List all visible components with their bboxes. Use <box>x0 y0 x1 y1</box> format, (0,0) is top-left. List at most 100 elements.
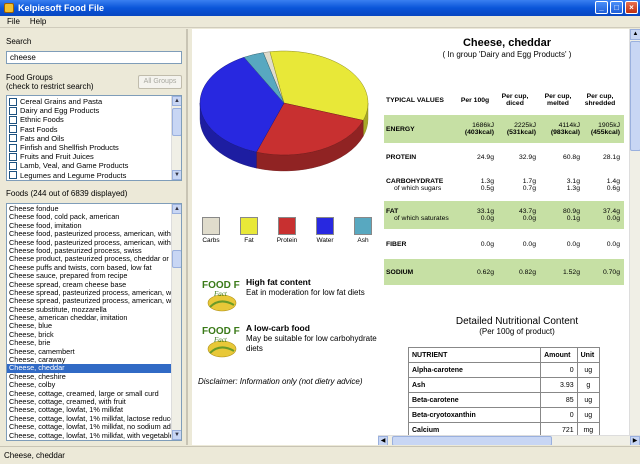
main-vertical-scrollbar[interactable]: ▲ <box>629 29 640 435</box>
food-group-item[interactable]: Legumes and Legume Products <box>7 171 181 180</box>
scroll-up-icon[interactable]: ▲ <box>172 204 181 214</box>
scroll-up-icon[interactable]: ▲ <box>630 29 640 40</box>
food-group-item[interactable]: Fruits and Fruit Juices <box>7 152 181 161</box>
food-list-item[interactable]: Cheese, blue <box>9 322 53 331</box>
foods-list[interactable]: Cheese fondue Cheese food, cold pack, ame… <box>6 203 182 441</box>
scroll-thumb[interactable] <box>172 250 181 268</box>
food-groups-list[interactable]: Cereal Grains and Pasta Dairy and Egg Pro… <box>6 95 182 181</box>
menu-file[interactable]: File <box>7 17 20 26</box>
food-groups-scrollbar[interactable]: ▲ ▼ <box>171 96 181 180</box>
food-group-label: Ethnic Foods <box>20 115 64 125</box>
window-title: Kelpiesoft Food File <box>18 3 105 13</box>
food-group-item[interactable]: Fats and Oils <box>7 134 181 143</box>
energy-row: ENERGY 1686kJ (403kcal) 2225kJ (531kcal) 4… <box>384 115 624 143</box>
scroll-thumb[interactable] <box>392 436 552 445</box>
checkbox[interactable] <box>9 134 17 143</box>
nutrient-row: Ash 3.93 g <box>407 377 601 393</box>
nutrient-name: Beta-cryotoxanthin <box>407 407 542 423</box>
protein-row: PROTEIN 24.9g 32.9g 60.8g 28.1g <box>386 153 620 161</box>
food-list-item[interactable]: Cheese, cheddar <box>7 364 173 373</box>
legend-item: Water <box>310 217 340 244</box>
minimize-button[interactable]: _ <box>595 1 608 14</box>
nutrient-header: NUTRIENT <box>407 347 542 363</box>
checkbox[interactable] <box>9 97 17 106</box>
status-bar: Cheese, cheddar <box>0 446 640 464</box>
food-list-item[interactable]: Cheese product, pasteurized process, che… <box>9 255 173 264</box>
checkbox[interactable] <box>9 106 17 115</box>
maximize-button[interactable]: □ <box>610 1 623 14</box>
food-list-item[interactable]: Cheese, brick <box>9 330 54 339</box>
food-list-item[interactable]: Cheese puffs and twists, corn based, low… <box>9 263 152 272</box>
food-list-item[interactable]: Cheese food, pasteurized process, americ… <box>9 238 173 247</box>
app-icon <box>4 3 14 13</box>
food-group-item[interactable]: Cereal Grains and Pasta <box>7 97 181 106</box>
scroll-up-icon[interactable]: ▲ <box>172 96 181 106</box>
search-input[interactable] <box>6 51 182 64</box>
typical-header: Per cup, melted <box>544 93 572 107</box>
food-list-item[interactable]: Cheese substitute, mozzarella <box>9 305 107 314</box>
food-list-item[interactable]: Cheese food, cold pack, american <box>9 213 120 222</box>
typical-header: Per cup, diced <box>501 93 529 107</box>
food-list-item[interactable]: Cheese, cottage, creamed, large or small… <box>9 389 159 398</box>
nutrient-table-header: NUTRIENT Amount Unit <box>407 347 601 363</box>
typical-header: TYPICAL VALUES <box>386 96 444 104</box>
scroll-down-icon[interactable]: ▼ <box>172 430 181 440</box>
food-list-item[interactable]: Cheese, cottage, lowfat, 1% milkfat, wit… <box>9 431 173 440</box>
food-group-label: Legumes and Legume Products <box>20 170 127 180</box>
nutrient-name: Alpha-carotene <box>407 362 542 378</box>
food-list-item[interactable]: Cheese food, imitation <box>9 221 82 230</box>
food-list-item[interactable]: Cheese spread, cream cheese base <box>9 280 127 289</box>
food-list-item[interactable]: Cheese, camembert <box>9 347 75 356</box>
food-fact-icon-label: FOOD Fact <box>202 280 240 291</box>
food-list-item[interactable]: Cheese, cottage, creamed, with fruit <box>9 397 126 406</box>
food-list-item[interactable]: Cheese, cottage, lowfat, 1% milkfat, no … <box>9 423 173 432</box>
food-list-item[interactable]: Cheese spread, pasteurized process, amer… <box>9 288 173 297</box>
food-list-item[interactable]: Cheese fondue <box>9 205 59 213</box>
menu-bar: File Help <box>0 16 640 28</box>
scroll-right-icon[interactable]: ▶ <box>630 436 640 445</box>
legend-label: Carbs <box>202 237 220 244</box>
food-list-item[interactable]: Cheese, cottage, lowfat, 1% milkfat <box>9 406 123 415</box>
legend-swatch <box>202 217 220 235</box>
food-group-label: Lamb, Veal, and Game Products <box>20 161 129 171</box>
checkbox[interactable] <box>9 161 17 170</box>
checkbox[interactable] <box>9 143 17 152</box>
checkbox[interactable] <box>9 125 17 134</box>
food-group-item[interactable]: Ethnic Foods <box>7 115 181 124</box>
checkbox[interactable] <box>9 115 17 124</box>
main-horizontal-scrollbar[interactable]: ◀ ▶ <box>378 435 640 445</box>
food-group-item[interactable]: Lamb, Veal, and Game Products <box>7 161 181 170</box>
food-group-item[interactable]: Fast Foods <box>7 125 181 134</box>
food-list-item[interactable]: Cheese food, pasteurized process, swiss <box>9 246 142 255</box>
legend-swatch <box>316 217 334 235</box>
svg-text:Fact: Fact <box>213 290 228 298</box>
food-list-item[interactable]: Cheese, brie <box>9 339 51 348</box>
food-list-item[interactable]: Cheese sauce, prepared from recipe <box>9 272 128 281</box>
main-pane: Carbs Fat Protein Water Ash FOOD Fact Fact H… <box>192 29 640 445</box>
nutrient-name: Ash <box>407 377 542 393</box>
menu-help[interactable]: Help <box>29 17 47 26</box>
scroll-thumb[interactable] <box>172 108 181 136</box>
food-list-item[interactable]: Cheese spread, pasteurized process, amer… <box>9 297 173 306</box>
fact-text: May be suitable for low carbohydrate die… <box>246 334 377 353</box>
food-list-item[interactable]: Cheese, american cheddar, imitation <box>9 314 128 323</box>
checkbox[interactable] <box>9 152 17 161</box>
food-group-label: Finfish and Shellfish Products <box>20 143 119 153</box>
nutrient-row: Alpha-carotene 0 ug <box>407 362 601 378</box>
food-list-item[interactable]: Cheese, caraway <box>9 356 66 365</box>
scroll-left-icon[interactable]: ◀ <box>378 436 388 445</box>
scroll-thumb[interactable] <box>630 41 640 151</box>
food-list-item[interactable]: Cheese, colby <box>9 381 56 390</box>
all-groups-button[interactable]: All Groups <box>138 75 182 89</box>
food-list-item[interactable]: Cheese food, pasteurized process, americ… <box>9 230 173 239</box>
carbohydrate-row: CARBOHYDRATE of which sugars 1.3g 0.5g 1.7… <box>386 178 620 192</box>
food-list-item[interactable]: Cheese, cottage, lowfat, 1% milkfat, lac… <box>9 414 173 423</box>
close-button[interactable]: × <box>625 1 638 14</box>
foods-scrollbar[interactable]: ▲ ▼ <box>171 204 181 440</box>
checkbox[interactable] <box>9 171 17 180</box>
food-group-item[interactable]: Finfish and Shellfish Products <box>7 143 181 152</box>
food-list-item[interactable]: Cheese, cheshire <box>9 372 66 381</box>
scroll-down-icon[interactable]: ▼ <box>172 170 181 180</box>
legend-label: Ash <box>357 237 369 244</box>
food-group-item[interactable]: Dairy and Egg Products <box>7 106 181 115</box>
